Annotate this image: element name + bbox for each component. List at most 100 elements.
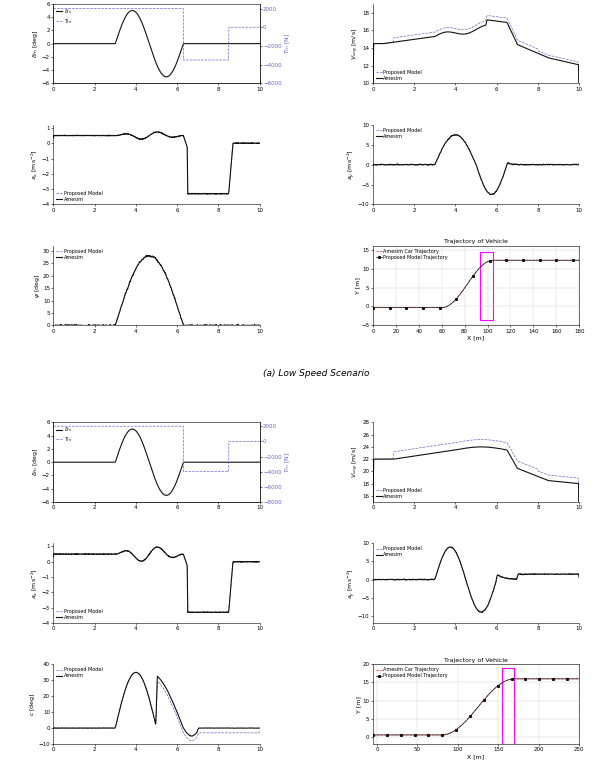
Proposed Model [369,575,377,584]
Proposed Model [141,134,148,143]
Proposed Model [453,130,460,140]
Proposed Model Trajectory [511,674,519,683]
Amesim [530,47,538,56]
X-axis label: X [m]: X [m] [467,754,485,759]
Amesim [530,570,538,579]
Proposed Model [447,542,454,551]
Bar [503,668,514,744]
Proposed Model Trajectory [561,255,568,265]
Proposed Model [460,569,467,578]
Proposed Model [478,435,485,444]
Amesim [484,15,491,25]
Proposed Model [256,726,263,736]
Amesim [141,253,148,262]
Proposed Model [50,552,57,561]
Proposed Model Trajectory [369,303,377,312]
Proposed Model [133,133,140,143]
Proposed Model Trajectory [490,255,497,265]
Amesim [197,608,204,617]
Y-axis label: Y [m]: Y [m] [356,696,361,713]
Proposed Model [215,728,222,737]
Proposed Model [576,120,583,129]
Proposed Model Trajectory [534,674,541,683]
Proposed Model [50,321,57,330]
Amesim [134,668,141,677]
Proposed Model [184,607,191,617]
Legend: Proposed Model, Amesim: Proposed Model, Amesim [56,609,103,621]
Proposed Model [453,438,460,447]
Amesim Car Trajectory [490,255,497,265]
Proposed Model [50,133,57,143]
Amesim [447,542,454,551]
Legend: Proposed Model, Amesim: Proposed Model, Amesim [375,488,422,499]
Proposed Model [460,436,467,446]
Proposed Model [511,574,519,584]
Proposed Model [511,452,519,461]
Line: Proposed Model: Proposed Model [53,132,260,194]
Proposed Model [453,25,460,34]
Y-axis label: $T_{fn}$ [N]: $T_{fn}$ [N] [283,452,292,473]
Amesim [192,189,199,199]
Line: Proposed Model: Proposed Model [373,439,579,543]
Amesim Car Trajectory [561,255,568,265]
Line: Proposed Model Trajectory: Proposed Model Trajectory [372,259,580,308]
Amesim [192,729,199,739]
Amesim [71,550,78,559]
Proposed Model [141,253,148,262]
Amesim [211,321,218,330]
Amesim [576,573,583,582]
Y-axis label: $V_{vog}$ [m/s]: $V_{vog}$ [m/s] [351,28,361,60]
Proposed Model [141,679,148,688]
Proposed Model [530,570,538,579]
Amesim [71,321,78,330]
Y-axis label: $a_x$ [ms$^{-2}$]: $a_x$ [ms$^{-2}$] [30,149,40,180]
Line: Amesim: Amesim [53,255,260,327]
Proposed Model [256,321,263,330]
Amesim [215,723,222,732]
Line: Amesim: Amesim [53,673,260,736]
X-axis label: X [m]: X [m] [467,335,485,341]
Amesim [143,251,150,260]
Proposed Model [256,139,263,148]
Proposed Model [390,575,397,584]
Amesim [390,160,397,170]
Line: Proposed Model: Proposed Model [373,15,579,124]
Amesim [460,137,467,146]
Amesim [256,321,263,331]
Amesim [369,160,377,169]
Amesim [212,189,219,199]
Proposed Model [192,189,199,199]
Amesim [479,607,486,617]
Proposed Model [152,127,159,137]
Legend: Proposed Model, Amesim: Proposed Model, Amesim [56,667,103,679]
Amesim [133,133,140,143]
Amesim [154,127,162,137]
Proposed Model [215,189,222,199]
Proposed Model Trajectory [476,264,483,273]
Y-axis label: $a_x$ [ms$^{-2}$]: $a_x$ [ms$^{-2}$] [30,568,40,599]
Proposed Model [369,112,377,121]
Bar [479,252,493,320]
Title: Trajectory of Vehicle: Trajectory of Vehicle [444,657,508,663]
Proposed Model [71,549,78,558]
Amesim Car Trajectory [484,691,491,700]
Legend: Proposed Model, Amesim: Proposed Model, Amesim [56,249,103,260]
Line: Amesim: Amesim [373,447,579,531]
Proposed Model Trajectory [484,691,491,700]
Y-axis label: $T_{fn}$ [N]: $T_{fn}$ [N] [283,33,292,54]
Proposed Model [133,262,140,272]
Legend: Proposed Model, Amesim: Proposed Model, Amesim [375,69,422,81]
Title: Trajectory of Vehicle: Trajectory of Vehicle [444,239,508,244]
Proposed Model [452,130,459,140]
Amesim [71,723,78,732]
Proposed Model [50,723,57,732]
Amesim [369,574,377,584]
Amesim [133,668,140,677]
Y-axis label: $\psi$ [deg]: $\psi$ [deg] [33,274,42,298]
Proposed Model [576,572,583,581]
Y-axis label: $a_y$ [ms$^{-2}$]: $a_y$ [ms$^{-2}$] [345,149,356,180]
Line: Proposed Model: Proposed Model [53,673,260,741]
Proposed Model [488,190,495,199]
Proposed Model [146,251,153,260]
Line: Proposed Model: Proposed Model [373,547,579,612]
